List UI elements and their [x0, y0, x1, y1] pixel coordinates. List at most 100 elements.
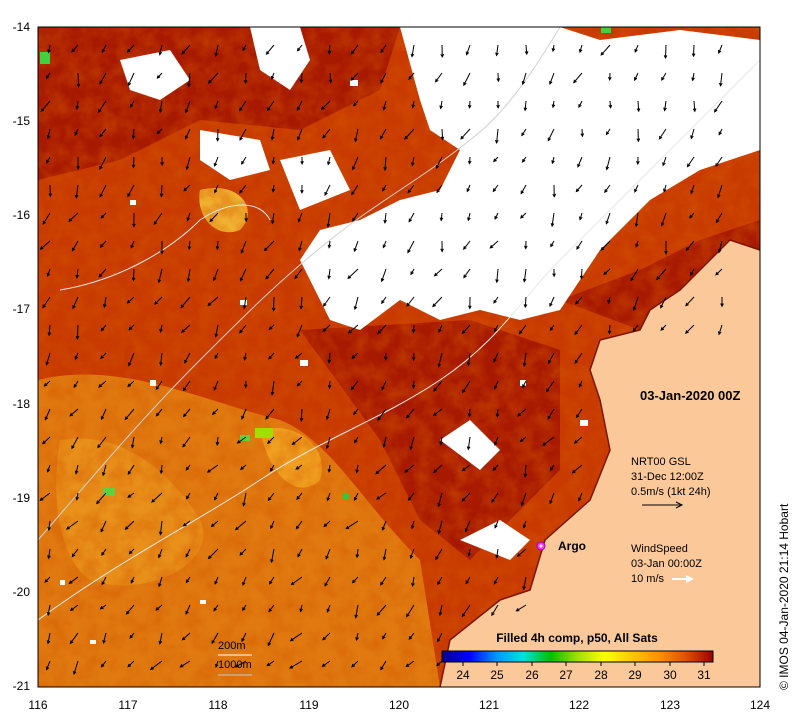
current-vector-head [300, 189, 304, 194]
current-vector [46, 352, 51, 365]
current-vector-head [214, 333, 218, 338]
current-vector-head [326, 608, 330, 613]
current-vector [46, 660, 51, 670]
current-vector-head [664, 250, 668, 255]
current-vector [685, 324, 695, 334]
current-vector-head [461, 330, 466, 335]
current-vector-head [405, 414, 410, 419]
current-vector [347, 268, 359, 279]
current-vector-head [573, 440, 578, 444]
current-vector-head [519, 438, 524, 442]
current-vector-head [207, 555, 212, 560]
current-vector [42, 296, 51, 308]
current-vector-head [719, 82, 723, 87]
current-vector-head [126, 48, 131, 53]
current-vector [48, 324, 51, 336]
current-vector-head [377, 416, 381, 421]
map-frame [37, 26, 761, 688]
current-vector-head [411, 104, 415, 109]
current-vector [187, 268, 191, 282]
current-vector-head [289, 637, 294, 642]
current-vector-head [491, 612, 495, 617]
current-vector [265, 268, 275, 280]
current-vector [382, 632, 387, 639]
current-vector [159, 632, 163, 644]
current-vector-head [437, 503, 441, 508]
current-vector-head [75, 105, 80, 110]
current-vector-head [580, 133, 585, 138]
current-vector-head [127, 471, 132, 476]
current-vector-head [352, 217, 356, 222]
current-vector-head [720, 303, 724, 308]
current-vector [323, 520, 331, 527]
current-vector-head [467, 413, 472, 418]
current-vector [326, 492, 331, 501]
current-vector-head [351, 663, 355, 668]
current-vector [432, 296, 443, 307]
wind-legend-time: 03-Jan 00:00Z [631, 558, 702, 570]
current-vector [463, 268, 471, 278]
current-vector [42, 436, 51, 444]
current-vector [352, 576, 359, 584]
current-vector-head [74, 131, 78, 136]
current-vector-head [47, 49, 51, 54]
current-vector-head [718, 49, 722, 55]
current-vector [351, 380, 359, 390]
current-vector [662, 156, 667, 166]
current-vector [128, 324, 135, 331]
current-vector-head [353, 248, 357, 253]
current-vector [468, 408, 471, 417]
current-vector [76, 324, 79, 340]
current-vector-head [410, 53, 415, 58]
current-vector-head [575, 300, 579, 305]
current-vector [96, 492, 107, 504]
current-vector [211, 632, 219, 644]
current-vector-head [522, 278, 527, 283]
current-vector-head [689, 272, 694, 277]
current-vector [633, 296, 639, 311]
current-vector-head [322, 302, 327, 307]
current-vector [44, 408, 51, 420]
current-vector [380, 128, 387, 139]
current-vector [604, 184, 611, 193]
current-vector [214, 184, 219, 193]
current-vector [213, 604, 219, 611]
current-vector [100, 240, 107, 248]
current-vector [183, 408, 191, 417]
current-vector-head [377, 330, 382, 335]
current-vector [380, 576, 387, 586]
current-vector-head [271, 307, 276, 312]
current-vector [436, 184, 443, 193]
current-vector [354, 128, 359, 142]
current-vector-head [575, 188, 580, 193]
current-vector-head [411, 329, 416, 334]
contour-200m-label: 200m [218, 640, 246, 652]
current-vector-head [467, 217, 471, 222]
current-vector [687, 156, 695, 167]
current-vector [46, 156, 51, 164]
current-vector [130, 240, 135, 248]
current-vector-head [45, 361, 49, 366]
current-vector-head [299, 79, 304, 84]
lon-tick: 124 [750, 698, 770, 712]
current-vector-head [467, 104, 472, 109]
current-vector-head [186, 495, 190, 500]
current-vector-head [663, 188, 667, 193]
current-vector-head [291, 441, 296, 446]
current-vector-head [126, 300, 131, 304]
current-vector [47, 268, 51, 277]
current-vector-head [552, 193, 557, 198]
current-vector-head [154, 301, 158, 305]
current-vector [291, 576, 303, 585]
current-vector [268, 352, 275, 360]
current-vector [181, 44, 191, 55]
current-vector [440, 212, 443, 221]
current-vector [100, 520, 107, 532]
current-vector-head [578, 497, 582, 502]
current-vector [493, 324, 499, 332]
current-vector-head [551, 48, 556, 53]
current-vector-head [215, 663, 219, 668]
current-vector [549, 296, 555, 307]
current-vector-head [324, 582, 328, 587]
current-vector [435, 156, 443, 169]
